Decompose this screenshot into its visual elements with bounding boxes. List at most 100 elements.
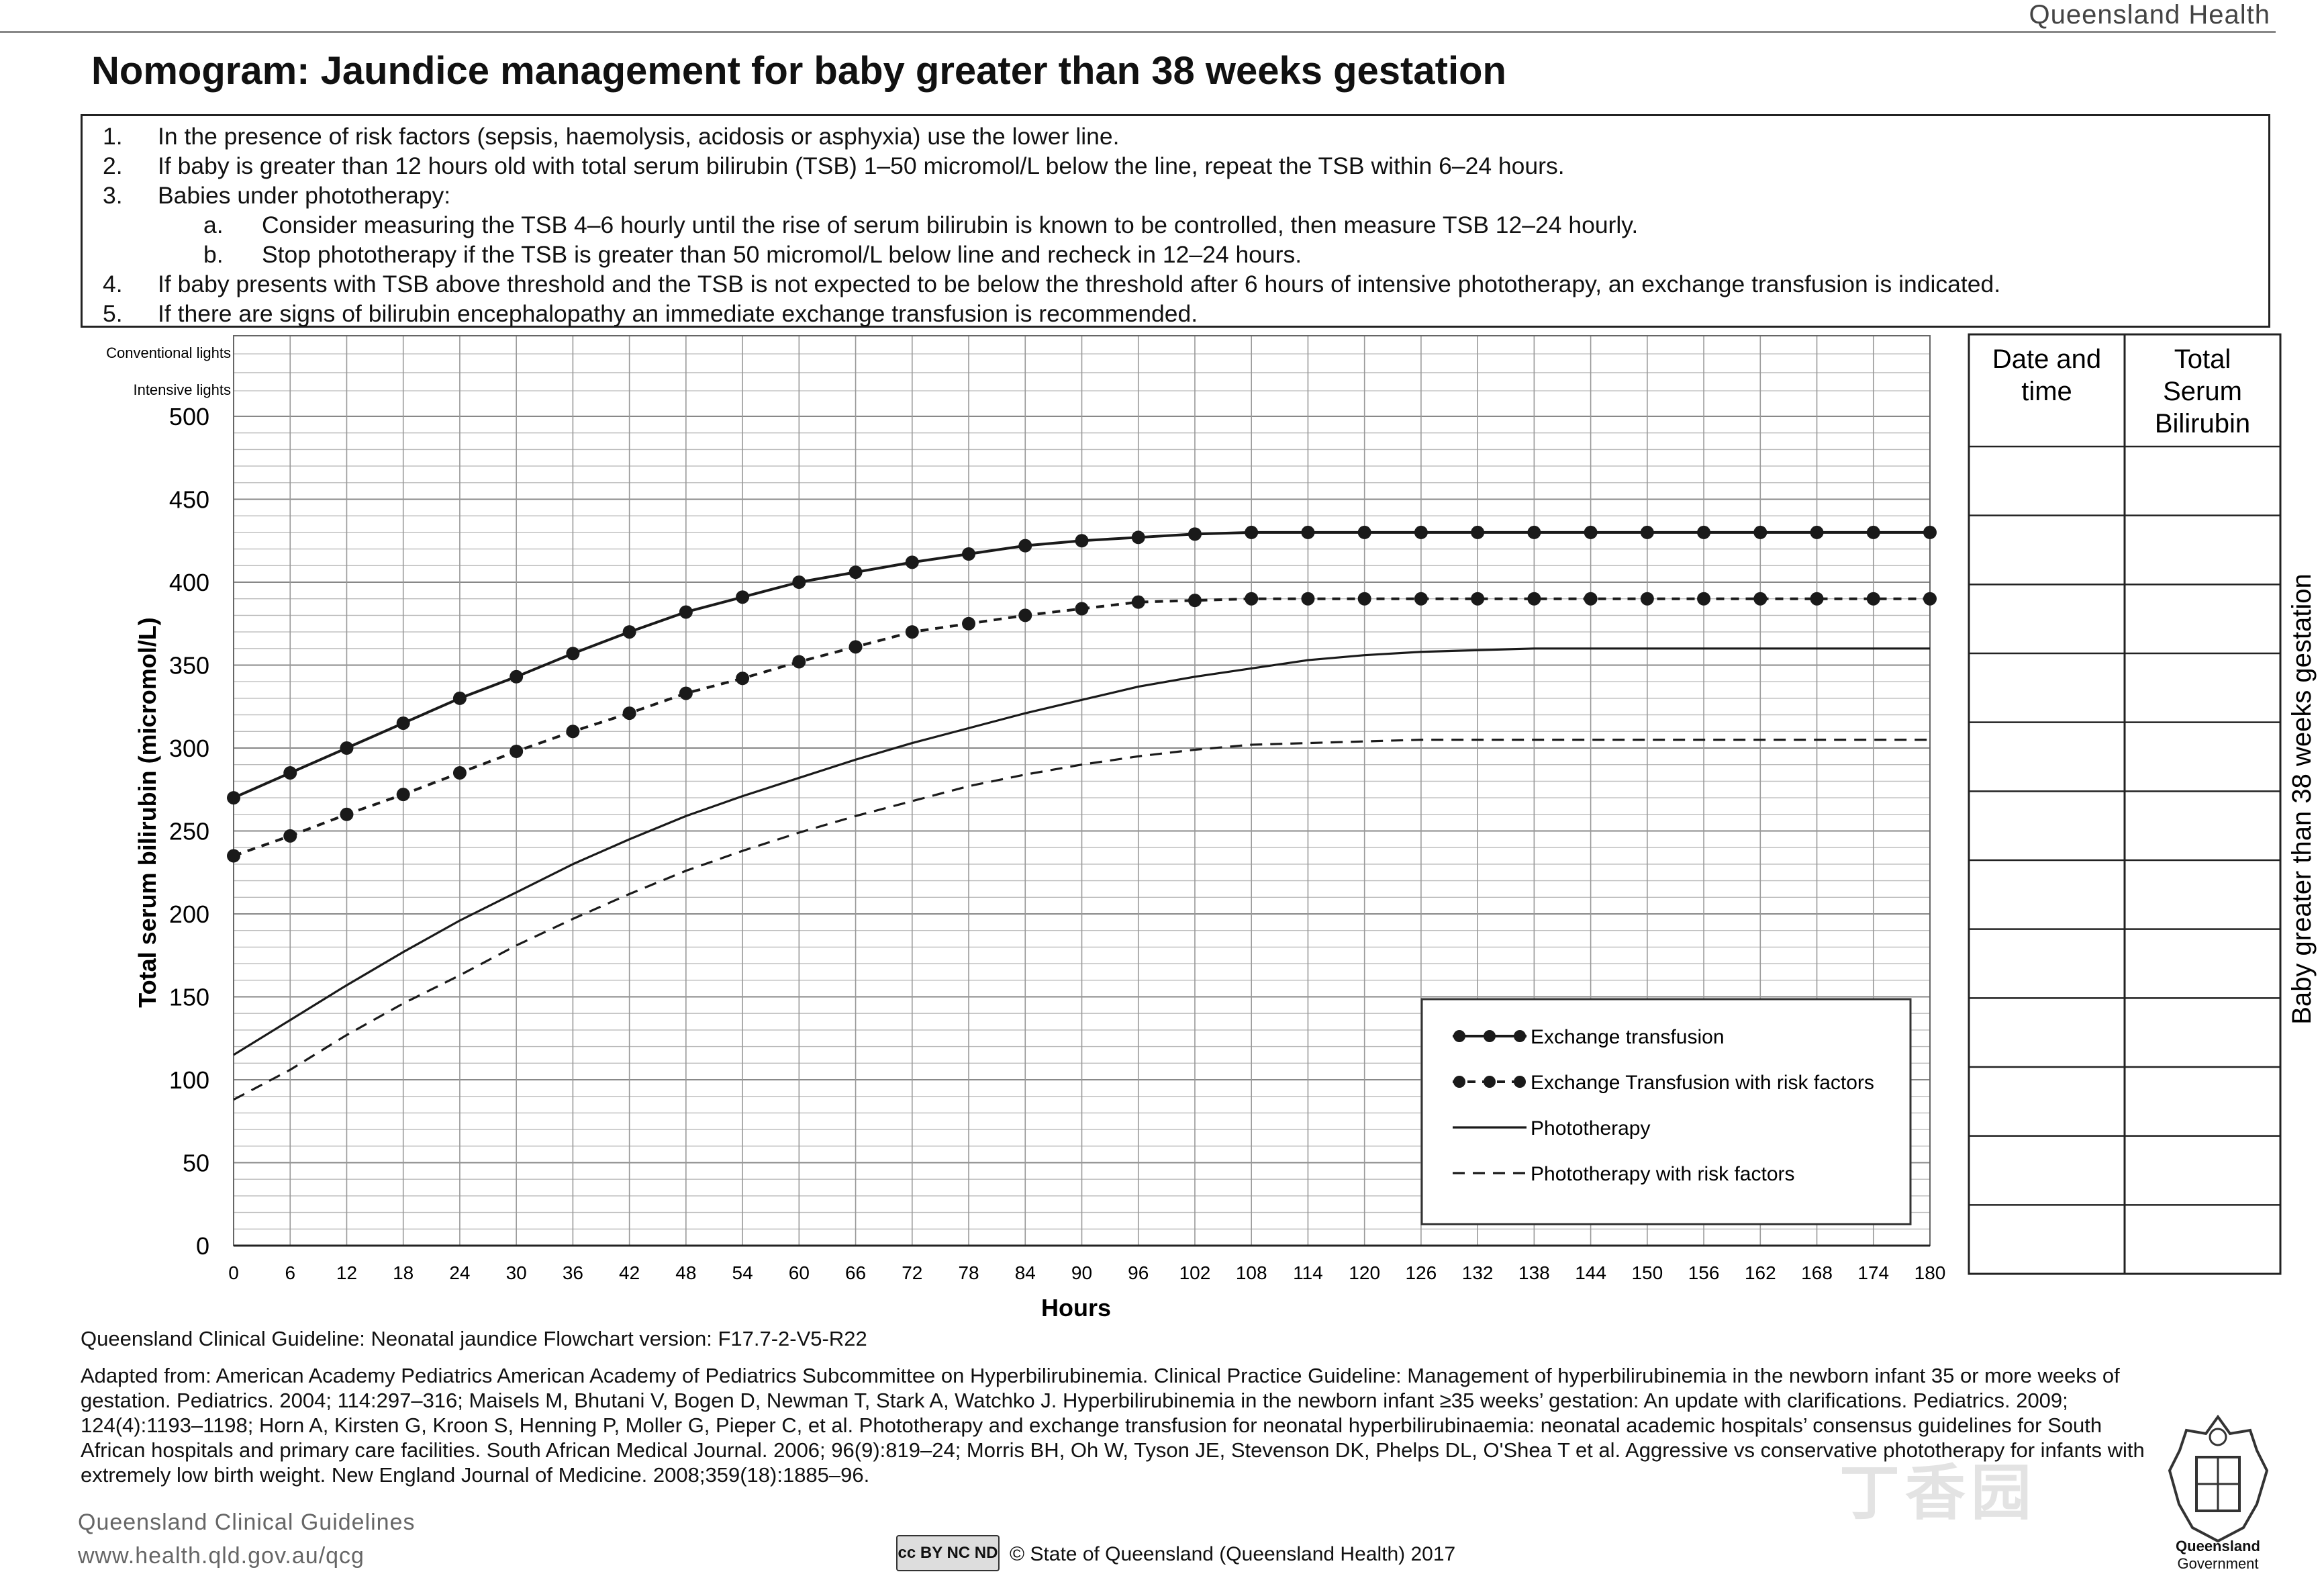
data-point <box>510 669 524 684</box>
x-tick-label: 156 <box>1688 1262 1720 1283</box>
record-date-cell[interactable] <box>1971 1000 2123 1065</box>
record-tsb-cell[interactable] <box>2127 793 2278 858</box>
x-tick-label: 174 <box>1857 1262 1889 1283</box>
crest-label-sub: Government <box>2177 1555 2259 1572</box>
x-tick-label: 60 <box>789 1262 810 1283</box>
record-tsb-cell[interactable] <box>2127 931 2278 996</box>
data-point <box>566 725 580 739</box>
data-point <box>510 744 524 758</box>
data-point <box>227 791 240 805</box>
x-tick-label: 6 <box>285 1262 295 1283</box>
x-tick-label: 24 <box>449 1262 470 1283</box>
legend-label-2: Exchange Transfusion with risk factors <box>1531 1072 1874 1094</box>
record-date-cell[interactable] <box>1971 793 2123 858</box>
data-point <box>1018 539 1032 553</box>
record-tsb-cell[interactable] <box>2127 862 2278 927</box>
record-date-cell[interactable] <box>1971 449 2123 514</box>
record-date-cell[interactable] <box>1971 586 2123 651</box>
x-tick-label: 30 <box>506 1262 527 1283</box>
data-point <box>905 625 919 639</box>
data-point <box>1245 525 1259 539</box>
data-point <box>1188 594 1202 608</box>
chart-axes: 0 50 100 150 200 250 300 350 400 450 500 0 6 12 18 24 30… <box>106 344 1945 1283</box>
record-tsb-cell[interactable] <box>2127 449 2278 514</box>
record-tsb-cell[interactable] <box>2127 655 2278 721</box>
record-date-cell[interactable] <box>1971 725 2123 790</box>
data-point <box>736 590 750 604</box>
note-text: If baby is greater than 12 hours old wit… <box>158 152 1565 179</box>
data-point <box>1697 592 1711 606</box>
data-point <box>849 565 863 579</box>
data-point <box>962 547 976 561</box>
data-point <box>1301 592 1315 606</box>
data-point <box>227 849 240 863</box>
record-date-cell[interactable] <box>1971 1069 2123 1134</box>
y-tick-label: 0 <box>196 1232 209 1260</box>
data-point <box>736 671 750 686</box>
data-point <box>1810 525 1824 539</box>
y-tick-label: 50 <box>183 1150 209 1177</box>
y-tick-label: 250 <box>169 818 209 845</box>
legend-marker <box>1514 1030 1526 1042</box>
record-tsb-cell[interactable] <box>2127 518 2278 583</box>
record-tsb-cell[interactable] <box>2127 1000 2278 1065</box>
record-tsb-cell[interactable] <box>2127 1207 2278 1272</box>
data-point <box>849 640 863 654</box>
creative-commons-badge: cc BY NC ND <box>896 1535 1000 1571</box>
record-date-cell[interactable] <box>1971 862 2123 927</box>
data-point <box>1301 525 1315 539</box>
record-tsb-cell[interactable] <box>2127 1138 2278 1203</box>
x-tick-label: 102 <box>1179 1262 1211 1283</box>
data-point <box>622 625 636 639</box>
y-axis-label: Total serum bilirubin (micromol/L) <box>134 617 161 1007</box>
y-tick-label: 200 <box>169 900 209 928</box>
legend-marker <box>1514 1076 1526 1088</box>
cc-badge-label: cc BY NC ND <box>898 1544 998 1562</box>
side-label: Baby greater than 38 weeks gestation <box>2287 573 2317 1025</box>
record-date-cell[interactable] <box>1971 518 2123 583</box>
legend-marker <box>1453 1030 1465 1042</box>
qcg-url[interactable]: www.health.qld.gov.au/qcg <box>78 1543 365 1569</box>
y-tick-label: 100 <box>169 1066 209 1094</box>
legend-label-1: Exchange transfusion <box>1531 1026 1725 1048</box>
legend-marker <box>1484 1030 1496 1042</box>
watermark: 丁香园 <box>1839 1460 2037 1527</box>
y-tick-label: 350 <box>169 652 209 680</box>
chart-series <box>227 525 1937 1101</box>
x-tick-label: 180 <box>1915 1262 1946 1283</box>
y-tick-label: 500 <box>169 403 209 430</box>
data-point <box>905 555 919 569</box>
record-tsb-cell[interactable] <box>2127 1069 2278 1134</box>
x-tick-label: 126 <box>1406 1262 1437 1283</box>
record-tsb-cell[interactable] <box>2127 725 2278 790</box>
data-point <box>1018 608 1032 622</box>
queensland-crest-icon <box>2168 1414 2269 1543</box>
data-point <box>1584 592 1598 606</box>
y-tick-label: 150 <box>169 984 209 1011</box>
crest-label: Queensland Government <box>2151 1538 2285 1573</box>
data-point <box>1753 525 1768 539</box>
note-text: Stop phototherapy if the TSB is greater … <box>262 241 1302 268</box>
record-date-cell[interactable] <box>1971 1138 2123 1203</box>
data-point <box>1414 592 1428 606</box>
data-point <box>340 807 354 821</box>
data-point <box>1584 525 1598 539</box>
record-header-line: Serum <box>2163 377 2242 406</box>
note-number: 5. <box>103 300 123 327</box>
data-point <box>396 716 410 730</box>
record-date-cell[interactable] <box>1971 931 2123 996</box>
record-tsb-cell[interactable] <box>2127 586 2278 651</box>
data-point <box>1075 602 1089 616</box>
header-rule <box>0 31 2276 33</box>
y-tick-label: 300 <box>169 735 209 762</box>
data-point <box>340 741 354 755</box>
data-point <box>1753 592 1768 606</box>
note-item: 4. If baby presents with TSB above thresh… <box>83 269 2268 299</box>
data-point <box>1357 592 1371 606</box>
x-tick-label: 168 <box>1801 1262 1833 1283</box>
record-date-cell[interactable] <box>1971 1207 2123 1272</box>
record-date-cell[interactable] <box>1971 655 2123 721</box>
guideline-notes: 1. In the presence of risk factors (sepsi… <box>81 114 2270 328</box>
data-point <box>1697 525 1711 539</box>
record-header: Total Serum Bilirubin <box>2155 344 2250 438</box>
